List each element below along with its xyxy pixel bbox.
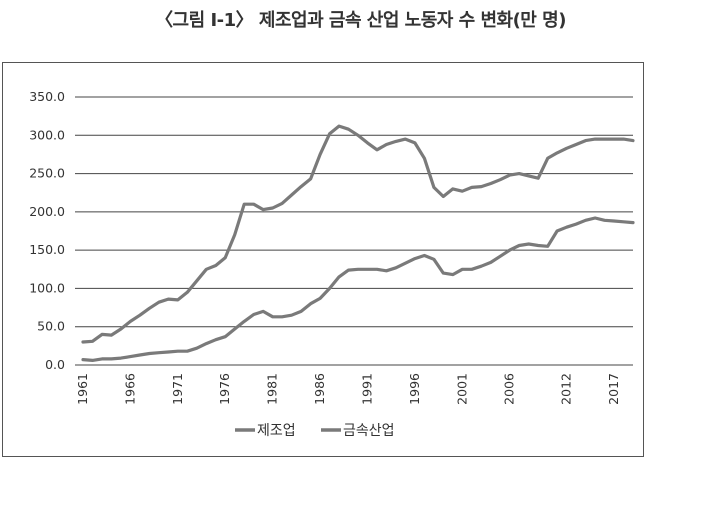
line-chart: 0.0 50.0 100.0 150.0 200.0 250.0 300.0 350.0 19… <box>29 89 635 439</box>
x-tick-label: 1991 <box>359 373 374 405</box>
y-tick-label: 0.0 <box>45 357 65 372</box>
x-axis-ticks: 1961 1966 1971 1976 1981 1986 1991 1996 2001 2006… <box>75 373 621 405</box>
y-tick-label: 200.0 <box>29 204 65 219</box>
chart-frame: 0.0 50.0 100.0 150.0 200.0 250.0 300.0 350.0 19… <box>2 62 644 457</box>
y-tick-label: 50.0 <box>37 319 65 334</box>
x-tick-label: 1986 <box>312 373 327 405</box>
x-tick-label: 2017 <box>606 373 621 405</box>
x-tick-label: 1981 <box>265 373 280 405</box>
series-line-2 <box>81 216 635 362</box>
x-tick-label: 2001 <box>454 373 469 405</box>
series-line-1 <box>81 124 635 344</box>
x-tick-label: 1976 <box>217 373 232 405</box>
y-tick-label: 150.0 <box>29 242 65 257</box>
chart-title: 〈그림 Ⅰ-1〉 제조업과 금속 산업 노동자 수 변화(만 명) <box>155 10 566 31</box>
legend-label: 금속산업 <box>343 423 395 439</box>
y-tick-label: 250.0 <box>29 166 65 181</box>
legend-label: 제조업 <box>257 423 296 439</box>
y-tick-label: 350.0 <box>29 89 65 104</box>
x-tick-label: 1961 <box>75 373 90 405</box>
y-tick-label: 300.0 <box>29 127 65 142</box>
x-tick-label: 1966 <box>122 373 137 405</box>
x-tick-label: 2012 <box>559 373 574 405</box>
x-tick-label: 2006 <box>502 373 517 405</box>
y-tick-label: 100.0 <box>29 280 65 295</box>
x-tick-label: 1971 <box>170 373 185 405</box>
y-axis-ticks: 0.0 50.0 100.0 150.0 200.0 250.0 300.0 350.0 <box>29 89 65 372</box>
legend: 제조업 금속산업 <box>235 423 395 439</box>
gridlines <box>75 96 633 366</box>
x-tick-label: 1996 <box>407 373 422 405</box>
series-lines <box>81 124 635 362</box>
